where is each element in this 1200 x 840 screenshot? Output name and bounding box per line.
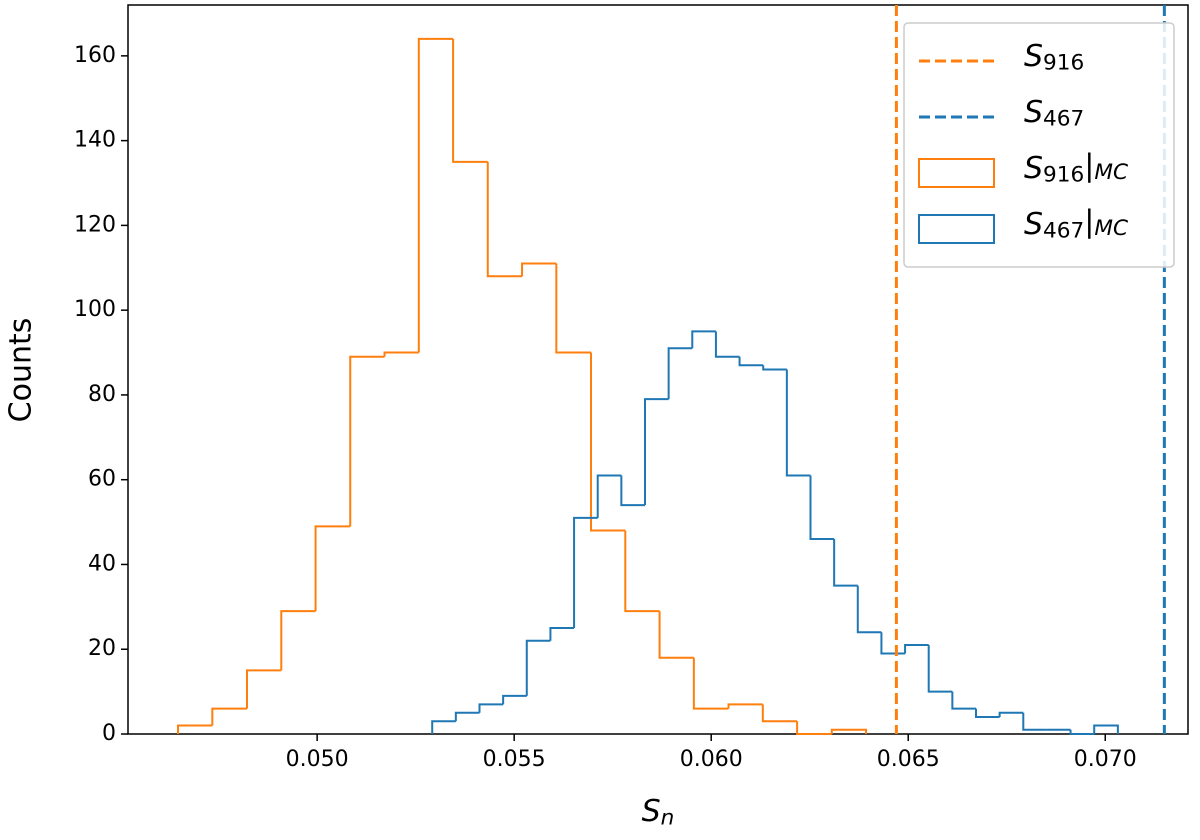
y-tick-label: 140 <box>74 128 116 153</box>
histogram-step <box>349 355 385 527</box>
histogram-step <box>1093 724 1119 734</box>
histogram-step <box>211 707 248 726</box>
legend-box <box>903 22 1175 268</box>
histogram-step <box>1022 712 1047 731</box>
histogram-step <box>383 351 419 357</box>
histogram-step <box>525 639 551 696</box>
y-tick-label: 160 <box>74 43 116 68</box>
histogram-step <box>785 369 811 477</box>
histogram-step <box>975 708 1000 719</box>
histogram-step <box>573 516 598 629</box>
x-tick-label: 0.065 <box>877 747 940 772</box>
histogram-step <box>727 703 763 709</box>
histogram-step <box>452 38 488 163</box>
histogram-step <box>658 611 694 659</box>
histogram-step <box>596 474 622 518</box>
histogram-step <box>486 161 523 278</box>
legend-label: S467 <box>1024 95 1084 132</box>
legend-label: S916|MC <box>1024 148 1128 188</box>
histogram-step <box>904 643 929 654</box>
histogram-step <box>314 525 351 612</box>
legend-label: S467|MC <box>1024 204 1128 244</box>
legend-swatch <box>918 214 995 244</box>
x-axis-label: Sn <box>642 794 675 831</box>
x-tick-label: 0.050 <box>286 747 349 772</box>
plot-frame <box>127 4 1189 735</box>
x-tick-label: 0.055 <box>483 747 546 772</box>
y-tick-label: 80 <box>88 382 116 407</box>
histogram-step <box>624 530 660 613</box>
histogram-step <box>620 475 645 507</box>
legend-label: S916 <box>1024 39 1084 76</box>
histogram-step <box>549 627 575 641</box>
histogram-step <box>431 720 456 734</box>
histogram-step <box>927 644 953 693</box>
histogram-step <box>521 262 557 277</box>
histogram-step <box>762 365 787 371</box>
y-tick-label: 120 <box>74 212 116 237</box>
histogram-step <box>478 703 504 713</box>
histogram-step <box>856 585 882 634</box>
y-tick-label: 100 <box>74 297 116 322</box>
histogram-step <box>714 331 740 358</box>
histogram-step <box>177 724 213 734</box>
y-tick-label: 0 <box>102 721 116 746</box>
y-tick-label: 20 <box>88 636 116 661</box>
histogram-step <box>809 475 835 541</box>
histogram-step <box>1069 729 1095 735</box>
histogram-step <box>246 669 282 709</box>
histogram-step <box>590 352 626 532</box>
histogram-step <box>692 657 729 710</box>
histogram-step <box>830 728 868 734</box>
histogram-step <box>667 347 693 400</box>
y-tick-label: 60 <box>88 467 116 492</box>
histogram-step <box>502 694 527 705</box>
y-tick-label: 40 <box>88 551 116 576</box>
x-tick-label: 0.060 <box>680 747 743 772</box>
histogram-step <box>454 711 480 722</box>
histogram-step <box>951 691 976 710</box>
histogram-step <box>796 721 832 735</box>
x-tick-label: 0.070 <box>1074 747 1137 772</box>
y-axis-label: Counts <box>4 318 39 423</box>
histogram-step <box>998 711 1024 718</box>
histogram-step <box>880 632 906 655</box>
histogram-step <box>643 398 669 506</box>
histogram-step <box>691 330 716 349</box>
histogram-step <box>738 356 764 367</box>
histogram-step <box>417 37 454 353</box>
histogram-step <box>280 610 316 671</box>
histogram-step <box>761 704 798 723</box>
histogram-step <box>555 263 592 354</box>
legend-swatch <box>918 158 995 188</box>
histogram-step <box>833 539 858 587</box>
